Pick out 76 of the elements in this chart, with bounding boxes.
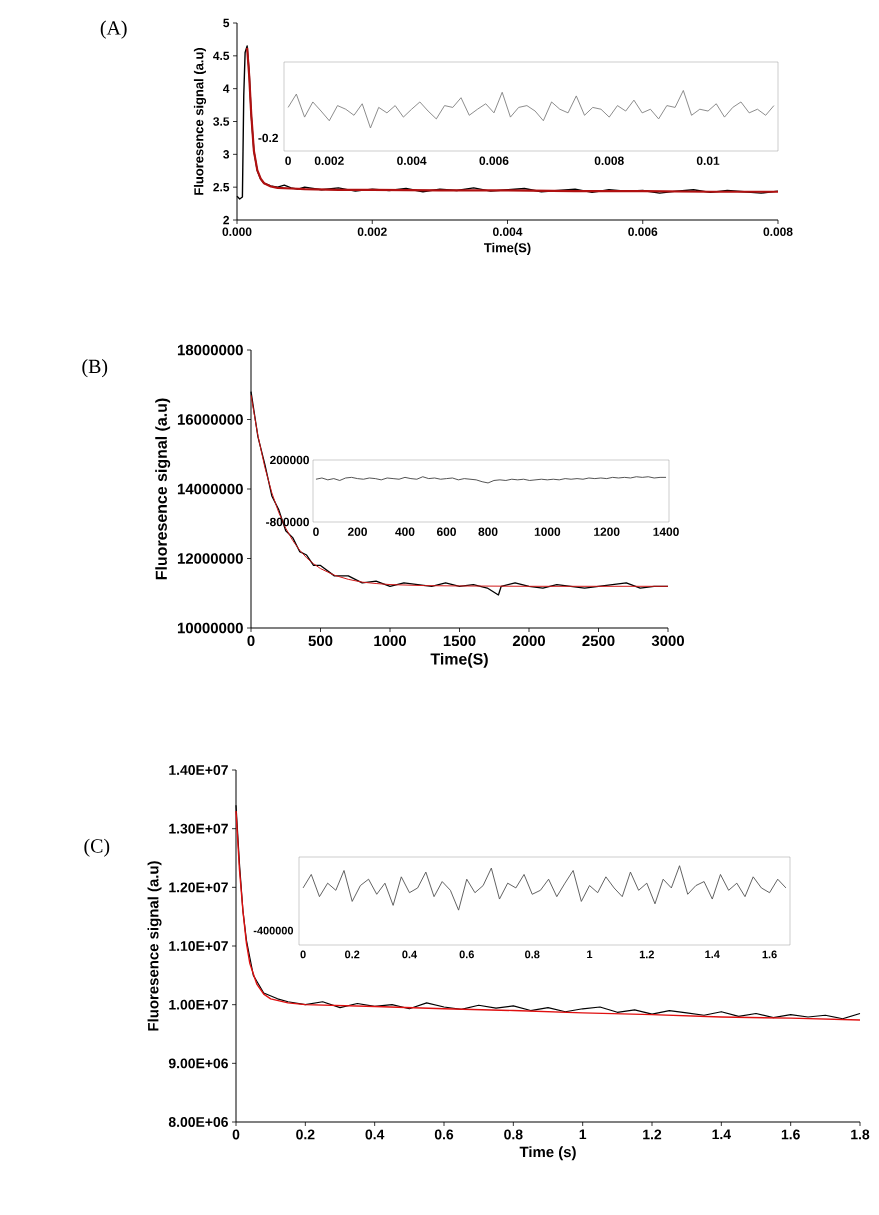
x-tick-label: 0.002 (357, 227, 387, 236)
x-tick-label: 0.008 (594, 156, 624, 165)
y-tick-label: 1.40E+07 (169, 765, 228, 775)
x-tick-label: 2000 (512, 635, 545, 647)
x-tick-label: 1 (579, 1129, 587, 1140)
x-axis-title: Time (s) (519, 1146, 576, 1161)
x-tick-label: 0.8 (504, 1129, 523, 1140)
text: (C) (84, 838, 110, 857)
x-tick-label: 1000 (534, 527, 561, 536)
x-tick-label: 0.8 (525, 950, 540, 959)
y-axis-title: Fluoresence signal (a.u) (147, 861, 162, 1031)
x-tick-label: 0.6 (459, 950, 474, 959)
y-tick-label: 1.30E+07 (169, 823, 228, 834)
y-tick-label: 4.5 (213, 51, 230, 60)
y-tick-label: 1.10E+07 (169, 941, 228, 951)
x-tick-label: 1.4 (705, 950, 720, 959)
x-tick-label: 0 (232, 1129, 240, 1140)
x-tick-label: 0.2 (296, 1129, 315, 1140)
y-tick-label: 10000000 (177, 622, 243, 634)
y-tick-label: 2.5 (213, 182, 230, 192)
x-tick-label: 1 (587, 950, 593, 959)
y-tick-label: 18000000 (177, 344, 243, 356)
y-tick-label: 4 (223, 84, 230, 93)
x-tick-label: 3000 (651, 635, 684, 647)
x-axis-title: Time(S) (484, 242, 531, 255)
x-tick-label: 0 (313, 527, 319, 536)
x-tick-label: 0.006 (479, 156, 509, 165)
x-tick-label: 0.008 (763, 227, 793, 236)
x-tick-label: 2500 (582, 635, 615, 647)
x-tick-label: 1200 (594, 527, 620, 536)
x-tick-label: 0.4 (365, 1129, 385, 1140)
x-tick-label: 0.4 (402, 950, 418, 959)
chart-title: (A) (100, 20, 127, 39)
y-tick-label: 3.5 (213, 117, 230, 126)
x-tick-label: 600 (436, 527, 456, 536)
x-tick-label: 1400 (653, 527, 679, 536)
x-tick-label: 0.004 (493, 227, 523, 236)
y-tick-label: 1.00E+07 (169, 999, 228, 1010)
y-tick-label: 14000000 (177, 483, 243, 495)
x-tick-label: 1.6 (762, 950, 777, 959)
x-tick-label: 0.004 (397, 156, 427, 165)
x-tick-label: 1.8 (851, 1129, 870, 1140)
x-tick-label: 1000 (374, 635, 406, 647)
x-axis-title: Time(S) (430, 652, 488, 668)
x-tick-label: 1.6 (781, 1129, 800, 1140)
x-tick-label: 0.01 (696, 156, 720, 165)
x-tick-label: 200 (347, 527, 367, 536)
y-tick-label: 16000000 (177, 414, 243, 425)
x-tick-label: 1.2 (639, 950, 654, 959)
x-tick-label: 0 (300, 950, 306, 959)
annotation: -0.2 (258, 133, 279, 143)
annotation: -400000 (253, 926, 294, 935)
y-tick-label: 9.00E+06 (168, 1058, 228, 1069)
y-tick-label: 3 (223, 150, 230, 159)
x-tick-label: 0.2 (345, 950, 360, 959)
x-tick-label: 400 (395, 527, 415, 536)
x-tick-label: 0 (247, 635, 255, 647)
y-tick-label: 12000000 (177, 553, 243, 564)
x-tick-label: 0.000 (222, 227, 252, 236)
x-tick-label: 500 (308, 635, 333, 647)
x-tick-label: 0.002 (314, 156, 344, 165)
x-tick-label: 1.2 (643, 1129, 662, 1140)
y-tick-label: 5 (223, 18, 230, 28)
y-axis-title: Fluoresence signal (a.u) (193, 48, 207, 195)
y-tick-label: 200000 (270, 455, 309, 465)
x-tick-label: 0.6 (434, 1129, 454, 1140)
x-tick-label: 0 (285, 156, 291, 165)
y-tick-label: 8.00E+06 (168, 1117, 228, 1127)
x-tick-label: 0.006 (628, 227, 658, 236)
x-tick-label: 1.4 (712, 1129, 731, 1140)
x-tick-label: 800 (478, 527, 498, 536)
y-axis-title: Fluoresence signal (a.u) (155, 398, 171, 580)
y-tick-label: 2 (223, 215, 230, 225)
x-tick-label: 1500 (443, 635, 476, 647)
chart-title: (B) (82, 359, 108, 378)
y-tick-label: 1.20E+07 (169, 882, 228, 893)
